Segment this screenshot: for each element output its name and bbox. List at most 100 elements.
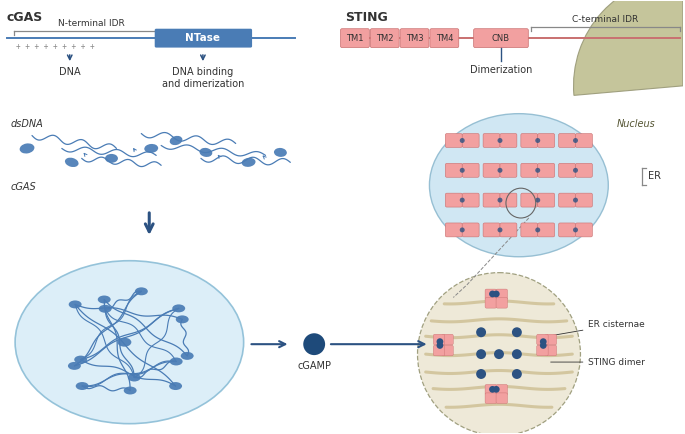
Text: STING dimer: STING dimer (551, 358, 645, 367)
FancyBboxPatch shape (538, 223, 555, 237)
Circle shape (476, 369, 486, 379)
FancyBboxPatch shape (558, 193, 575, 207)
FancyBboxPatch shape (537, 334, 548, 345)
FancyBboxPatch shape (485, 393, 497, 404)
Text: TM3: TM3 (406, 34, 423, 43)
FancyBboxPatch shape (445, 223, 462, 237)
Circle shape (460, 138, 464, 143)
Circle shape (476, 327, 486, 337)
FancyBboxPatch shape (445, 134, 462, 148)
Circle shape (535, 138, 540, 143)
Ellipse shape (74, 355, 87, 364)
Ellipse shape (176, 316, 188, 323)
Wedge shape (573, 0, 683, 95)
FancyBboxPatch shape (521, 193, 538, 207)
FancyBboxPatch shape (445, 193, 462, 207)
Circle shape (535, 197, 540, 203)
Ellipse shape (172, 304, 185, 312)
FancyBboxPatch shape (371, 29, 399, 48)
Circle shape (497, 197, 503, 203)
Ellipse shape (76, 382, 88, 390)
FancyBboxPatch shape (538, 134, 555, 148)
FancyBboxPatch shape (545, 334, 557, 345)
FancyBboxPatch shape (500, 193, 517, 207)
FancyBboxPatch shape (496, 298, 508, 308)
Circle shape (418, 273, 580, 434)
Circle shape (436, 342, 443, 349)
FancyBboxPatch shape (483, 193, 500, 207)
Circle shape (573, 168, 578, 173)
FancyBboxPatch shape (462, 193, 479, 207)
Circle shape (497, 227, 503, 232)
FancyBboxPatch shape (538, 163, 555, 177)
Ellipse shape (105, 154, 118, 163)
Ellipse shape (242, 158, 256, 167)
FancyBboxPatch shape (483, 163, 500, 177)
Circle shape (573, 227, 578, 232)
Circle shape (476, 349, 486, 359)
Text: TM1: TM1 (346, 34, 364, 43)
FancyBboxPatch shape (521, 134, 538, 148)
Ellipse shape (98, 296, 111, 303)
FancyBboxPatch shape (434, 345, 445, 356)
Circle shape (460, 227, 464, 232)
Ellipse shape (68, 300, 82, 309)
Circle shape (489, 291, 496, 297)
FancyBboxPatch shape (558, 163, 575, 177)
Circle shape (540, 342, 547, 349)
FancyBboxPatch shape (500, 134, 517, 148)
FancyBboxPatch shape (558, 134, 575, 148)
Ellipse shape (199, 148, 212, 157)
Circle shape (494, 349, 504, 359)
Text: N-terminal IDR: N-terminal IDR (58, 19, 125, 28)
Circle shape (497, 168, 503, 173)
Ellipse shape (170, 358, 183, 365)
Circle shape (540, 338, 547, 345)
FancyBboxPatch shape (430, 29, 459, 48)
Ellipse shape (68, 362, 81, 370)
FancyBboxPatch shape (340, 29, 369, 48)
Text: + + + + + + + + +: + + + + + + + + + (16, 42, 95, 51)
Circle shape (460, 197, 464, 203)
FancyBboxPatch shape (537, 345, 548, 356)
FancyBboxPatch shape (575, 134, 593, 148)
FancyBboxPatch shape (558, 223, 575, 237)
Text: Nucleus: Nucleus (616, 118, 656, 128)
Circle shape (512, 369, 522, 379)
Text: STING: STING (345, 11, 388, 24)
Ellipse shape (181, 352, 194, 360)
Ellipse shape (128, 374, 140, 381)
Ellipse shape (117, 338, 132, 347)
Text: cGAMP: cGAMP (297, 361, 331, 371)
FancyBboxPatch shape (500, 223, 517, 237)
Ellipse shape (124, 387, 136, 395)
FancyBboxPatch shape (545, 345, 557, 356)
Text: cGAS: cGAS (6, 11, 42, 24)
FancyBboxPatch shape (575, 163, 593, 177)
FancyBboxPatch shape (442, 345, 453, 356)
Text: NTase: NTase (186, 33, 221, 43)
Ellipse shape (99, 305, 112, 313)
Ellipse shape (429, 114, 608, 257)
Text: ER cisternae: ER cisternae (551, 320, 645, 336)
Circle shape (460, 168, 464, 173)
Circle shape (493, 386, 499, 393)
Text: TM2: TM2 (376, 34, 393, 43)
FancyBboxPatch shape (483, 134, 500, 148)
Circle shape (493, 291, 499, 297)
Text: Dimerization: Dimerization (470, 65, 532, 75)
Circle shape (573, 197, 578, 203)
Circle shape (497, 138, 503, 143)
Circle shape (535, 227, 540, 232)
Text: dsDNA: dsDNA (10, 118, 43, 128)
FancyBboxPatch shape (485, 298, 497, 308)
FancyBboxPatch shape (462, 134, 479, 148)
Ellipse shape (20, 143, 34, 154)
FancyBboxPatch shape (521, 163, 538, 177)
Text: CNB: CNB (492, 34, 510, 43)
Circle shape (512, 327, 522, 337)
FancyBboxPatch shape (521, 223, 538, 237)
FancyBboxPatch shape (485, 385, 497, 395)
Circle shape (535, 168, 540, 173)
Text: DNA binding
and dimerization: DNA binding and dimerization (162, 67, 244, 89)
